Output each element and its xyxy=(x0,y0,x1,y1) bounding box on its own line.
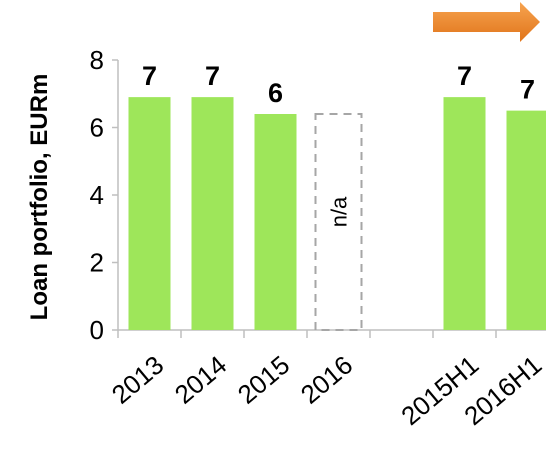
data-label-2015H1: 7 xyxy=(457,61,472,91)
bar-2015H1 xyxy=(443,97,486,330)
data-label-2014: 7 xyxy=(205,61,220,91)
data-label-2013: 7 xyxy=(142,61,157,91)
y-tick-label: 2 xyxy=(90,248,104,278)
na-label: n/a xyxy=(327,196,352,227)
bar-2014 xyxy=(191,97,234,330)
bar-2015 xyxy=(254,114,297,330)
x-tick-label-2013: 2013 xyxy=(106,350,170,410)
trend-arrow-icon xyxy=(433,2,540,42)
y-tick-label: 6 xyxy=(90,113,104,143)
x-tick-label-2014: 2014 xyxy=(169,350,233,410)
data-label-2015: 6 xyxy=(268,78,283,108)
y-tick-label: 8 xyxy=(90,45,104,75)
x-tick-label-2015: 2015 xyxy=(232,350,296,410)
x-tick-label-2016: 2016 xyxy=(295,350,359,410)
y-tick-label: 4 xyxy=(90,180,104,210)
bar-2016H1 xyxy=(506,110,546,330)
y-tick-label: 0 xyxy=(90,315,104,345)
data-label-2016H1: 7 xyxy=(520,75,535,105)
bar-2013 xyxy=(128,97,171,330)
na-placeholder-box xyxy=(314,113,363,331)
y-axis-label: Loan portfolio, EURm xyxy=(26,74,53,321)
